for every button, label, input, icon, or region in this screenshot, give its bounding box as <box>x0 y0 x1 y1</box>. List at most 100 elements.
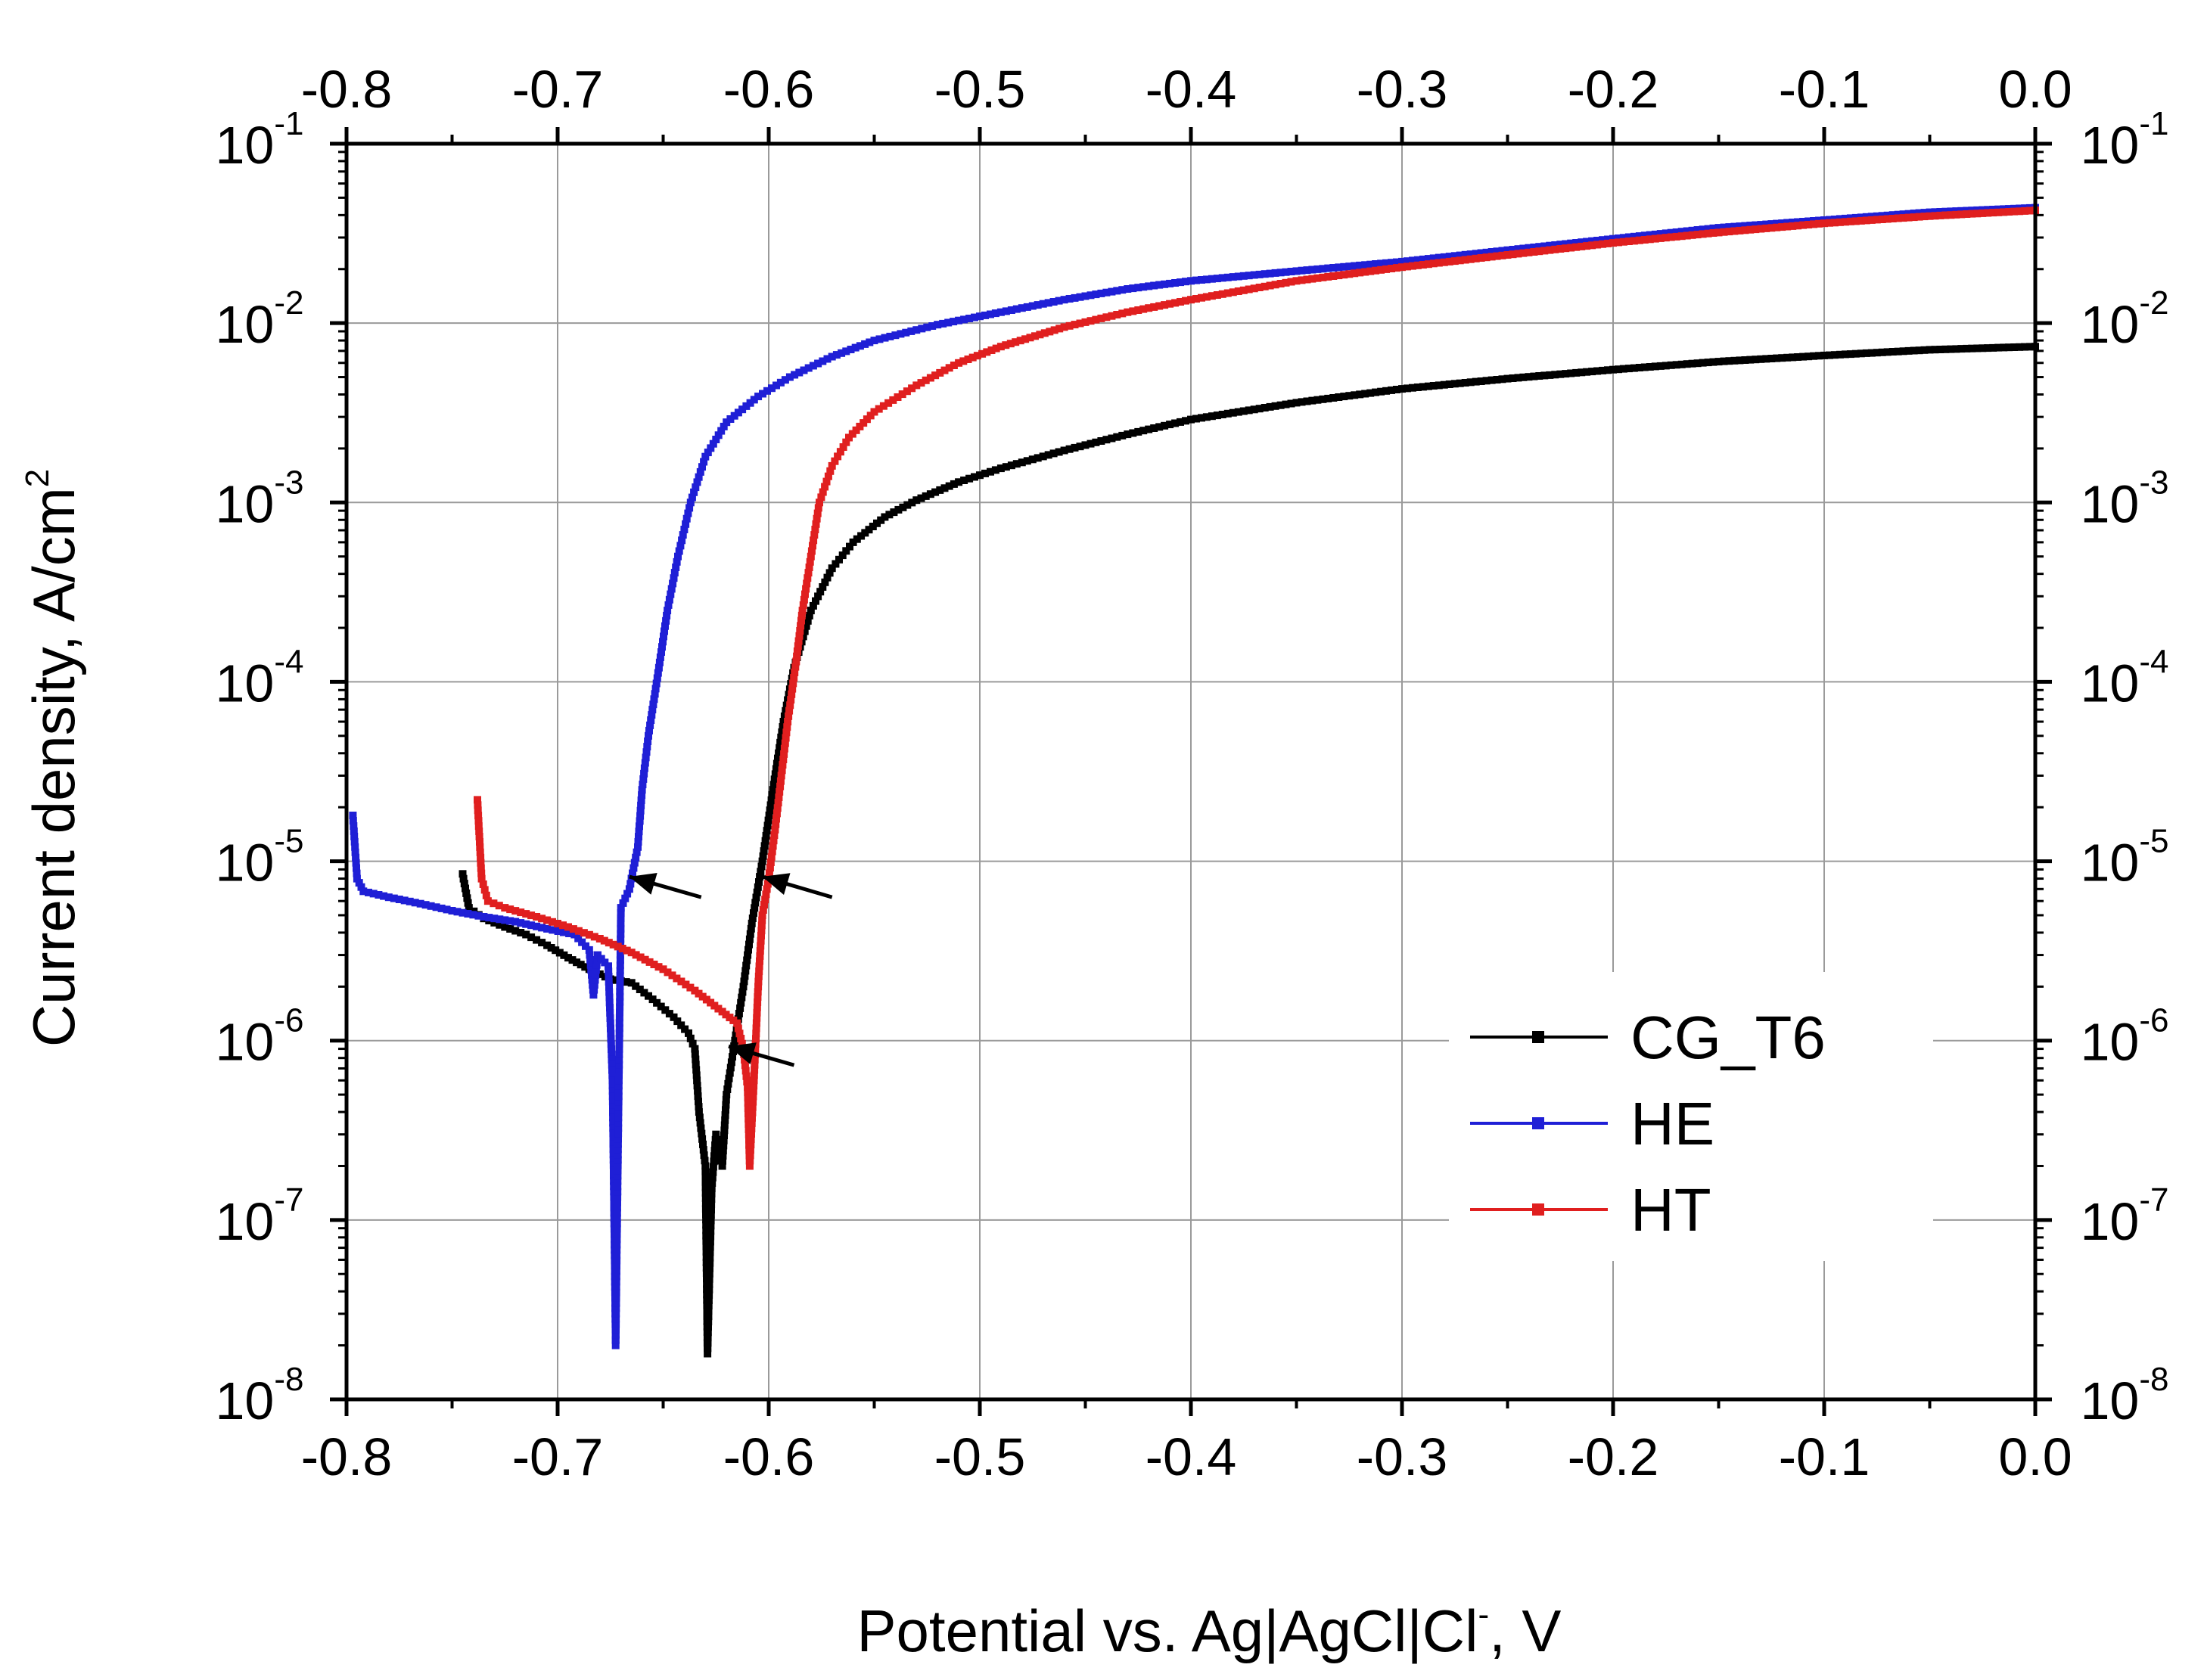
data-point <box>791 668 799 676</box>
data-point <box>636 822 643 831</box>
data-point <box>485 914 493 922</box>
data-point <box>1282 278 1290 287</box>
data-point <box>1635 364 1643 371</box>
data-point <box>606 1009 614 1017</box>
data-point <box>665 595 673 604</box>
data-point <box>1672 232 1680 241</box>
data-point <box>1535 372 1543 380</box>
data-point <box>705 1269 713 1278</box>
data-point <box>495 902 503 910</box>
data-point <box>701 1157 709 1165</box>
data-point <box>609 1129 617 1138</box>
x-axis-title-main: Potential vs. Ag|AgCl|Cl <box>857 1598 1478 1664</box>
data-point <box>903 501 912 509</box>
data-point <box>1583 242 1591 250</box>
data-point <box>1198 276 1205 284</box>
data-point <box>1741 226 1749 234</box>
data-point <box>1023 457 1031 465</box>
series-cg-t6 <box>459 343 2039 1358</box>
data-point <box>1313 274 1322 282</box>
data-point <box>673 974 681 983</box>
data-point <box>758 911 766 919</box>
data-point <box>1044 451 1052 459</box>
data-point <box>1319 273 1327 281</box>
data-point <box>729 1053 736 1061</box>
data-point <box>680 526 689 533</box>
data-point <box>754 993 762 1001</box>
data-point <box>1445 253 1453 261</box>
data-point <box>812 520 820 528</box>
data-point <box>609 1156 617 1164</box>
data-point <box>616 992 624 1001</box>
data-point <box>727 1058 735 1067</box>
data-point <box>738 405 747 414</box>
x-tick-label-bottom: -0.3 <box>1357 1427 1448 1486</box>
data-point <box>670 574 678 582</box>
data-point <box>1229 273 1237 281</box>
data-point <box>702 1226 710 1234</box>
data-point <box>692 1071 701 1079</box>
data-point <box>922 492 930 500</box>
y-tick-label-right: 10-5 <box>2081 823 2169 893</box>
data-point <box>754 393 763 401</box>
data-point <box>615 1029 623 1038</box>
data-point <box>1873 216 1881 224</box>
data-point <box>1266 402 1274 411</box>
data-point <box>614 1161 622 1169</box>
data-point <box>750 1082 758 1090</box>
data-point <box>1973 210 1982 218</box>
data-point <box>1662 229 1670 238</box>
data-point <box>617 909 625 918</box>
data-point <box>1261 404 1269 411</box>
data-point <box>702 1242 710 1250</box>
data-point <box>764 816 772 824</box>
data-point <box>1857 216 1865 225</box>
data-point <box>1851 349 1860 358</box>
data-point <box>640 989 648 997</box>
data-point <box>778 766 786 775</box>
data-point <box>1688 359 1696 368</box>
data-point <box>746 1157 754 1165</box>
data-point <box>836 448 844 456</box>
data-point <box>742 402 751 410</box>
data-point <box>591 976 599 984</box>
data-point <box>1108 287 1116 296</box>
data-point <box>527 911 536 920</box>
data-point <box>908 384 916 393</box>
data-point <box>1102 288 1111 297</box>
data-point <box>752 1029 760 1038</box>
data-point <box>595 970 604 978</box>
data-point <box>870 337 878 345</box>
x-axis-title-superscript: - <box>1478 1596 1489 1633</box>
data-point <box>767 796 776 804</box>
data-point <box>586 961 595 969</box>
data-point <box>756 947 764 955</box>
data-point <box>992 344 1000 352</box>
data-point <box>632 853 640 862</box>
data-point <box>809 601 817 610</box>
data-point <box>1624 238 1633 245</box>
data-point <box>710 1001 719 1010</box>
data-point <box>960 477 968 484</box>
data-point <box>684 509 692 517</box>
data-point <box>702 1216 710 1224</box>
data-point <box>632 982 640 990</box>
data-point <box>1693 231 1702 239</box>
data-point <box>1578 242 1586 250</box>
data-point <box>2010 207 2019 216</box>
data-point <box>645 958 654 966</box>
data-point <box>1741 222 1749 230</box>
data-point <box>351 848 359 856</box>
data-point <box>707 444 715 452</box>
data-point <box>1177 418 1184 426</box>
data-point <box>615 1019 623 1027</box>
data-point <box>647 716 655 724</box>
data-point <box>1487 376 1496 384</box>
data-point <box>726 1064 735 1072</box>
data-point <box>682 514 691 523</box>
data-point <box>738 993 746 1001</box>
data-point <box>1947 345 1955 353</box>
data-point <box>853 535 861 543</box>
data-point <box>649 700 657 709</box>
data-point <box>1223 289 1232 297</box>
